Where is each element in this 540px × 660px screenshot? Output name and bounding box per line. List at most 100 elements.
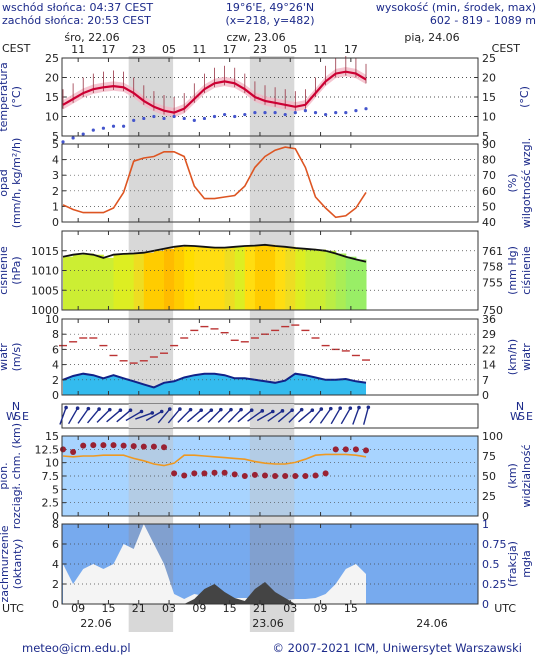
y-tick-label: 0: [52, 510, 59, 523]
y2-tick-label: 15: [482, 91, 496, 104]
y-tick-label: 12.5: [35, 443, 60, 456]
wind-arrow: [288, 409, 303, 423]
top-tick-label: 23: [132, 43, 146, 56]
pressure-fill: [335, 253, 347, 310]
sunset-text: zachód słońca: 20:53 CEST: [2, 14, 151, 27]
y2-tick-label: 25: [482, 52, 496, 65]
pressure-fill: [244, 246, 256, 310]
dewpoint-point: [354, 109, 358, 113]
y2-tick-label: 761: [482, 245, 503, 258]
dewpoint-point: [152, 114, 156, 119]
pressure-fill: [275, 246, 286, 310]
wind-arrow: [186, 409, 202, 423]
y2-tick-label: 14: [482, 359, 496, 372]
wind-arrow: [267, 410, 283, 422]
wind-arrow-head: [280, 409, 285, 413]
dewpoint-point: [71, 136, 75, 140]
wind-arrow: [125, 410, 142, 422]
y-tick-label: 1: [52, 200, 59, 213]
y-tick-label: 0: [52, 389, 59, 402]
pressure-line: [62, 243, 367, 263]
bottom-tz-left: UTC: [2, 602, 24, 615]
y-tick-label: 4: [52, 154, 59, 167]
wind-arrow: [197, 409, 212, 423]
pressure-y2label: ciśnienie: [520, 246, 533, 295]
wind-arrow-head: [328, 406, 333, 411]
wind-arrow-head: [64, 405, 68, 410]
precip-ylabel: (mm/h, kg/m²/h): [10, 138, 23, 229]
compass-letter: N: [12, 400, 20, 413]
precip-ylabel: opad: [0, 169, 10, 196]
pressure-fill: [133, 253, 145, 310]
y-tick-label: 4: [52, 359, 59, 372]
pressure-fill: [194, 246, 205, 310]
y2-tick-label: 10: [482, 111, 496, 124]
y-tick-label: 0: [52, 598, 59, 611]
compass-letter: W: [6, 410, 17, 423]
wind-arrow: [363, 407, 370, 425]
cloud-extent-point: [241, 473, 248, 479]
wind-arrow-head: [128, 408, 133, 413]
cloud-extent-point: [171, 470, 178, 477]
coords-text: 19°6'E, 49°26'N: [226, 1, 314, 14]
y-tick-label: 15: [45, 430, 59, 443]
pressure-ylabel: (hPa): [10, 256, 23, 284]
altitude-label: wysokość (min, środek, max): [376, 1, 536, 14]
compass-letter: S: [14, 410, 21, 423]
wind-arrow-head: [348, 406, 353, 411]
pressure-fill: [254, 245, 266, 310]
cloud-extent-point: [312, 472, 319, 479]
wind-line: [62, 372, 367, 389]
pressure-fill: [143, 252, 155, 310]
y-tick-label: 0: [52, 216, 59, 229]
pressure-fill: [93, 254, 104, 310]
top-day-label: pią, 24.06: [404, 31, 459, 44]
wind-arrow-head: [310, 408, 315, 413]
wind-ylabel: (m/s): [10, 343, 23, 372]
pressure-fill: [345, 256, 357, 310]
cloud-extent-point: [70, 449, 77, 455]
dewpoint-point: [344, 111, 348, 115]
visibility-y2label: widzialność: [520, 444, 533, 507]
temp-y2label: (°C): [518, 86, 531, 108]
cloud-y2label: (frakcja): [506, 541, 519, 587]
footer-email[interactable]: meteo@icm.edu.pl: [22, 641, 131, 655]
wind-arrow: [116, 409, 131, 423]
wind-arrow: [298, 409, 313, 423]
pressure-fill: [73, 254, 84, 310]
y2-tick-label: 75: [482, 450, 496, 463]
dewpoint-point: [142, 116, 146, 121]
top-tick-label: 17: [101, 43, 115, 56]
y-tick-label: 2: [52, 185, 59, 198]
top-tick-label: 23: [253, 43, 267, 56]
y2-tick-label: 755: [482, 276, 503, 289]
dewpoint-point: [61, 140, 65, 144]
y2-tick-label: 25: [482, 490, 496, 503]
wind-arrow-head: [118, 408, 123, 413]
wind-arrow: [309, 408, 322, 424]
y2-tick-label: 5: [482, 130, 489, 143]
y-tick-label: 4: [52, 558, 59, 571]
wind-arrow: [59, 407, 67, 425]
pressure-fill: [184, 245, 195, 310]
y-tick-label: 10: [45, 457, 59, 470]
pressure-fill: [305, 248, 317, 310]
compass-letter: E: [526, 410, 533, 423]
y-tick-label: 1015: [31, 245, 59, 258]
cloud-extent-point: [262, 472, 269, 479]
visibility-ylabel: pion.: [0, 462, 10, 489]
top-tz-left: CEST: [2, 42, 31, 55]
y-tick-label: 7.5: [42, 470, 60, 483]
dewpoint-point: [182, 116, 186, 121]
cloud-extent-point: [110, 442, 117, 449]
top-tick-label: 05: [162, 43, 176, 56]
wind-arrow-head: [366, 405, 371, 410]
pressure-fill: [204, 246, 216, 310]
bottom-tick-label: 15: [223, 602, 237, 615]
wind-arrow-head: [260, 409, 265, 413]
y-tick-label: 2: [52, 578, 59, 591]
top-tick-label: 11: [71, 43, 85, 56]
wind-arrow: [319, 408, 332, 424]
dewpoint-point: [111, 124, 116, 128]
compass-letter: W: [510, 410, 521, 423]
